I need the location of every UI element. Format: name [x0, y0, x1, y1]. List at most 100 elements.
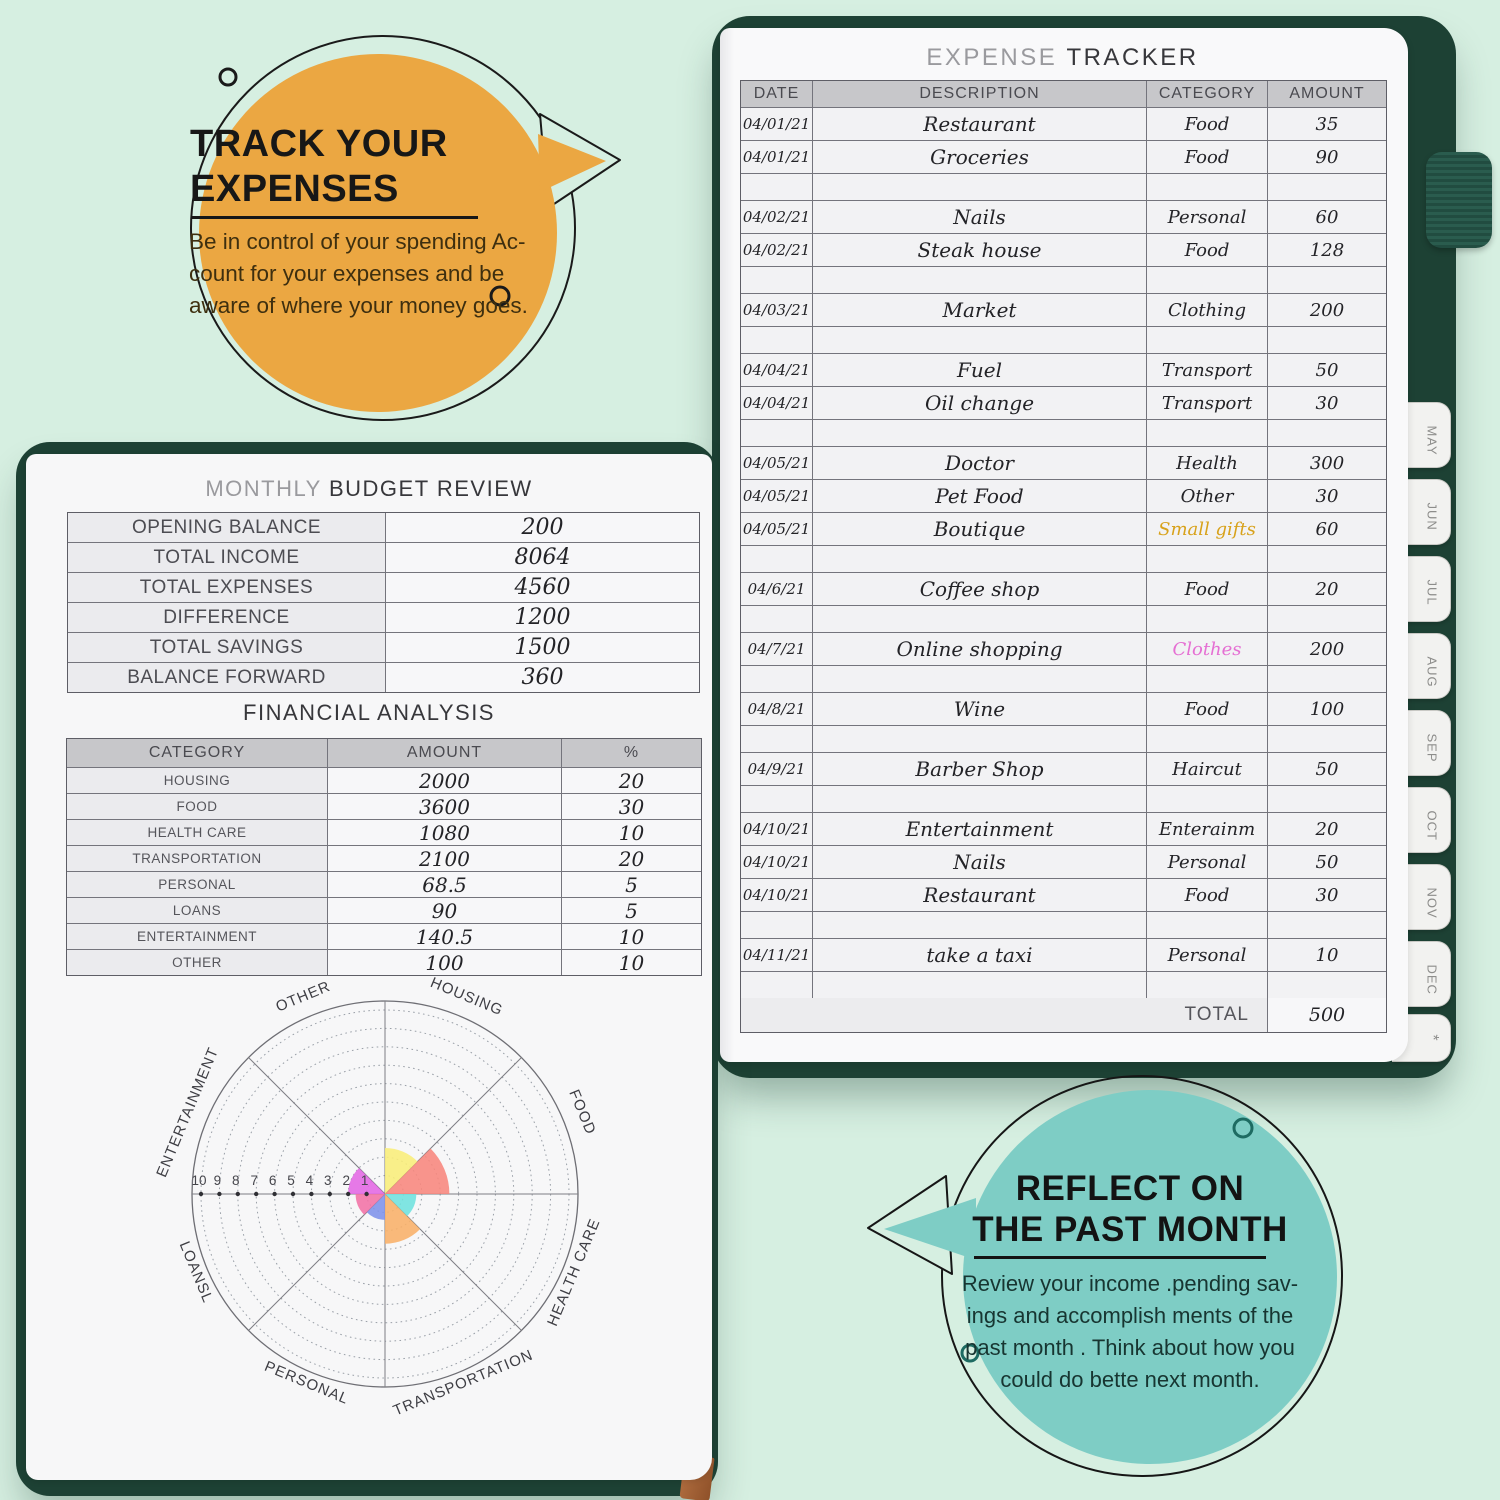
analysis-amount: 2100 [328, 846, 562, 871]
financial-analysis-title: FINANCIAL ANALYSIS [243, 700, 495, 725]
cell-description: Pet Food [813, 480, 1147, 512]
scale-tick-dot [254, 1191, 259, 1197]
cell-date [741, 726, 813, 752]
cell-date: 04/04/21 [741, 354, 813, 386]
text-line: REFLECT ON [1015, 1169, 1245, 1208]
cell-date: 04/10/21 [741, 813, 813, 845]
cell-description: Steak house [813, 234, 1147, 266]
cell-description: Boutique [813, 513, 1147, 545]
analysis-column-header: CATEGORY [67, 739, 328, 767]
month-tab-label: * [1424, 1034, 1441, 1042]
cell-category [1147, 267, 1268, 293]
wedge-entertainment [348, 1168, 385, 1194]
spending-radar-chart: HOUSING FOOD HEALTH CARE TRANSPORTATION PERS… [145, 962, 625, 1447]
cell-date: 04/05/21 [741, 447, 813, 479]
cell-date [741, 912, 813, 938]
analysis-amount: 68.5 [328, 872, 562, 897]
cell-date: 04/01/21 [741, 141, 813, 173]
column-header-description: DESCRIPTION [813, 81, 1147, 107]
cell-amount [1268, 726, 1386, 752]
expense-row-empty [741, 327, 1386, 354]
column-header-category: CATEGORY [1147, 81, 1268, 107]
budget-row-value: 200 [386, 513, 699, 542]
cell-date [741, 546, 813, 572]
cell-category: Food [1147, 693, 1268, 725]
analysis-amount: 3600 [328, 794, 562, 819]
expense-row: 04/02/21 Steak house Food 128 [741, 234, 1386, 267]
month-tab-label: JUL [1424, 579, 1440, 606]
scale-tick-label: 10 [191, 1173, 206, 1188]
cell-date: 04/8/21 [741, 693, 813, 725]
financial-analysis-table: CATEGORY AMOUNT% HOUSING 2000 20 FOOD 3600 30 H… [66, 738, 702, 976]
decorative-ring-icon [489, 285, 511, 307]
scale-tick-label: 9 [214, 1173, 222, 1188]
cell-amount: 50 [1268, 354, 1386, 386]
expense-row-empty [741, 912, 1386, 939]
cell-description: Fuel [813, 354, 1147, 386]
wedge-health-care [385, 1194, 417, 1217]
cell-description [813, 327, 1147, 353]
expense-table-header: DATE DESCRIPTION CATEGORY AMOUNT [741, 81, 1386, 108]
analysis-percent: 20 [562, 846, 701, 871]
analysis-row: ENTERTAINMENT 140.5 10 [67, 924, 701, 950]
analysis-row: HEALTH CARE 1080 10 [67, 820, 701, 846]
cell-description [813, 726, 1147, 752]
cell-date: 04/02/21 [741, 201, 813, 233]
budget-row-value: 4560 [386, 573, 699, 602]
cell-category: Haircut [1147, 753, 1268, 785]
column-header-date: DATE [741, 81, 813, 107]
month-tab-label: SEP [1424, 733, 1440, 763]
cell-category: Small gifts [1147, 513, 1268, 545]
cell-amount [1268, 972, 1386, 998]
text-line: Be in control of your spending Ac- [189, 229, 526, 254]
cell-amount: 30 [1268, 480, 1386, 512]
cell-category: Food [1147, 108, 1268, 140]
analysis-category: ENTERTAINMENT [67, 924, 328, 949]
cell-description: Groceries [813, 141, 1147, 173]
analysis-amount: 140.5 [328, 924, 562, 949]
cell-amount: 30 [1268, 879, 1386, 911]
expense-table-body: 04/01/21 Restaurant Food 35 04/01/21 Grocerie… [741, 108, 1386, 998]
analysis-row: LOANS 90 5 [67, 898, 701, 924]
cell-amount [1268, 174, 1386, 200]
cell-category: Clothing [1147, 294, 1268, 326]
cell-date [741, 666, 813, 692]
expense-row: 04/10/21 Nails Personal 50 [741, 846, 1386, 879]
analysis-column-header: % [562, 739, 701, 767]
cell-amount [1268, 666, 1386, 692]
expense-total-amount: 500 [1268, 998, 1386, 1032]
expense-row-empty [741, 420, 1386, 447]
track-expenses-bubble [190, 35, 621, 421]
analysis-category: OTHER [67, 950, 328, 975]
bubble-outline-circle [941, 1075, 1343, 1477]
radar-label-loansl: LOANSL [176, 1239, 217, 1306]
cell-category [1147, 972, 1268, 998]
cell-date [741, 174, 813, 200]
analysis-category: HEALTH CARE [67, 820, 328, 845]
cell-amount: 60 [1268, 513, 1386, 545]
cell-date [741, 606, 813, 632]
analysis-percent: 30 [562, 794, 701, 819]
expense-row-empty [741, 786, 1386, 813]
cell-date: 04/7/21 [741, 633, 813, 665]
month-tab-label: JUN [1424, 502, 1440, 531]
expense-total-label: TOTAL [741, 998, 1268, 1032]
cell-description: Market [813, 294, 1147, 326]
decorative-ring-icon [218, 67, 238, 87]
scale-tick-dot [346, 1191, 351, 1197]
budget-review-row: TOTAL SAVINGS 1500 [68, 633, 699, 663]
radar-label-entertainment: ENTERTAINMENT [153, 1045, 222, 1180]
analysis-row: HOUSING 2000 20 [67, 768, 701, 794]
cell-amount: 200 [1268, 633, 1386, 665]
budget-review-row: BALANCE FORWARD 360 [68, 663, 699, 692]
cell-description: Nails [813, 846, 1147, 878]
analysis-amount: 90 [328, 898, 562, 923]
cell-category [1147, 174, 1268, 200]
budget-title-light: MONTHLY [205, 476, 322, 501]
expense-title-light: EXPENSE [926, 44, 1058, 71]
cell-date [741, 972, 813, 998]
scale-tick-dot [309, 1191, 314, 1197]
cell-date [741, 420, 813, 446]
